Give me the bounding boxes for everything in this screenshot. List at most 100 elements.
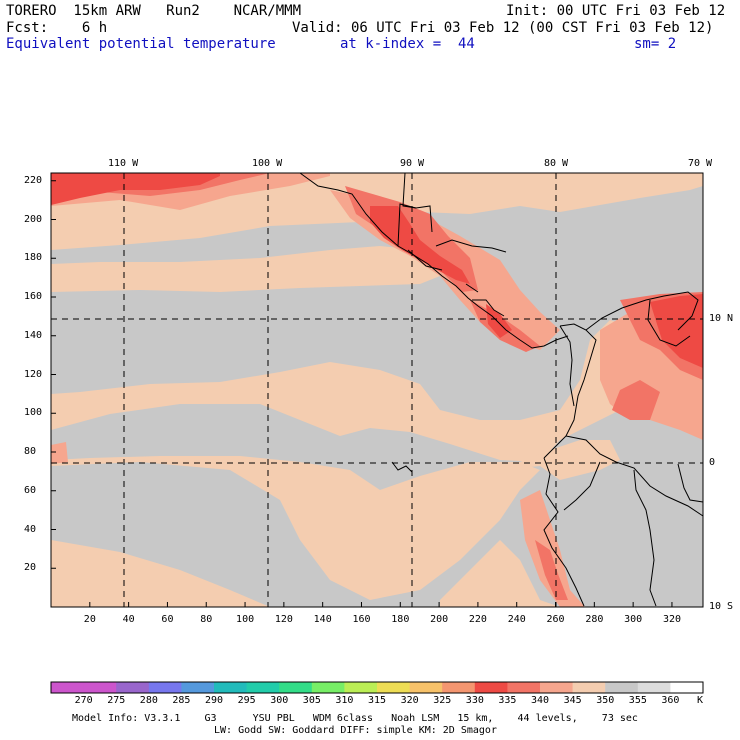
field-name: Equivalent potential temperature <box>6 36 276 52</box>
peru-335 <box>535 540 568 600</box>
west-edge-340 <box>51 442 68 464</box>
map-frame <box>50 172 704 608</box>
color-bar-label: 320 <box>400 695 419 706</box>
x-tick-label: 60 <box>161 614 174 625</box>
x-tick-label: 320 <box>662 614 681 625</box>
lat-lon-grid <box>51 173 703 607</box>
y-tick-label: 20 <box>24 562 37 574</box>
x-tick-label: 200 <box>430 614 449 625</box>
band-equator-345 <box>51 320 660 462</box>
coastlines <box>299 172 704 607</box>
color-bar-label: 335 <box>498 695 517 706</box>
y-tick-label: 180 <box>24 252 43 264</box>
color-bar-cell <box>377 682 411 693</box>
color-bar-label: 305 <box>302 695 321 706</box>
color-bar-label: 315 <box>368 695 387 706</box>
color-bar-label: 350 <box>596 695 615 706</box>
color-bar-cell <box>181 682 215 693</box>
color-bar-label: 310 <box>335 695 354 706</box>
model-title: TORERO 15km ARW Run2 NCAR/MMM <box>6 3 302 19</box>
valid-time: Valid: 06 UTC Fri 03 Feb 12 (00 CST Fri … <box>292 20 714 36</box>
axis-ticks <box>51 180 673 607</box>
init-time: Init: 00 UTC Fri 03 Feb 12 <box>506 3 726 19</box>
smoothing: sm= 2 <box>634 36 677 52</box>
lon-label-110w: 110 W <box>108 158 139 169</box>
color-bar-cell <box>51 682 85 693</box>
andes-345 <box>500 440 620 480</box>
y-tick-label: 40 <box>24 523 37 535</box>
venezuela-330 <box>650 294 703 368</box>
physics-info: LW: Godd SW: Goddard DIFF: simple KM: 2D… <box>214 725 497 736</box>
southwest-345 <box>51 540 270 607</box>
north-330 <box>51 173 220 205</box>
color-bar-cell <box>409 682 443 693</box>
lon-label-90w: 90 W <box>400 158 425 169</box>
color-bar-label: 300 <box>270 695 289 706</box>
lat-label-10n: 10 N <box>709 313 734 324</box>
color-bar-cells <box>51 682 704 693</box>
level-index: at k-index = 44 <box>340 36 475 52</box>
lat-label-10s: 10 S <box>709 601 734 612</box>
color-bar-cell <box>116 682 150 693</box>
color-bar-cell <box>311 682 345 693</box>
y-tick-label: 220 <box>24 174 43 186</box>
x-tick-label: 280 <box>585 614 604 625</box>
color-bar-cell <box>670 682 704 693</box>
guatemala-330 <box>370 206 470 284</box>
forecast-hour: Fcst: 6 h <box>6 20 108 36</box>
color-bar-label: 275 <box>107 695 126 706</box>
color-bar-cell <box>83 682 117 693</box>
color-bar-cell <box>507 682 541 693</box>
lon-label-100w: 100 W <box>252 158 283 169</box>
color-bar-label: 285 <box>172 695 191 706</box>
y-tick-label: 80 <box>24 446 37 457</box>
band-mid-345 <box>51 246 450 292</box>
color-bar-cell <box>474 682 508 693</box>
lon-label-70w: 70 W <box>688 158 713 169</box>
color-bar-cell <box>572 682 606 693</box>
color-bar-label: 290 <box>205 695 224 706</box>
color-bar-cell <box>540 682 574 693</box>
y-tick-label: 160 <box>24 291 43 302</box>
color-bar-cell <box>214 682 248 693</box>
color-bar-frame <box>50 681 704 694</box>
temperature-fields <box>51 173 703 607</box>
color-bar-cell <box>605 682 639 693</box>
y-tick-label: 140 <box>24 329 43 341</box>
color-bar-label: 345 <box>563 695 582 706</box>
x-tick-label: 220 <box>468 614 487 625</box>
color-bar-label: 340 <box>531 695 550 706</box>
southeast-345 <box>440 540 560 607</box>
x-tick-label: 120 <box>274 614 293 625</box>
x-tick-label: 300 <box>624 614 643 625</box>
x-tick-label: 140 <box>313 614 332 625</box>
x-tick-label: 40 <box>122 614 135 625</box>
color-bar-cell <box>148 682 182 693</box>
color-bar-cell <box>279 682 313 693</box>
x-tick-label: 100 <box>236 614 255 625</box>
x-tick-label: 160 <box>352 614 371 625</box>
color-bar-label: 280 <box>139 695 158 706</box>
x-tick-label: 180 <box>391 614 410 625</box>
x-tick-label: 20 <box>83 614 96 625</box>
color-bar-cell <box>637 682 671 693</box>
y-tick-label: 60 <box>24 484 37 496</box>
x-tick-label: 240 <box>507 614 526 625</box>
y-tick-label: 100 <box>24 407 43 419</box>
color-bar-label: 295 <box>237 695 256 706</box>
color-bar-cell <box>442 682 476 693</box>
color-bar-label: 325 <box>433 695 452 706</box>
y-tick-label: 200 <box>24 213 43 225</box>
lat-label-0: 0 <box>709 457 716 468</box>
color-bar-label: 330 <box>465 695 484 706</box>
y-tick-label: 120 <box>24 368 43 380</box>
x-tick-label: 260 <box>546 614 565 625</box>
color-bar-unit: K <box>697 695 704 706</box>
model-info: Model Info: V3.3.1 G3 YSU PBL WDM 6class… <box>72 713 638 724</box>
color-bar-label: 360 <box>661 695 680 706</box>
lon-label-80w: 80 W <box>544 158 569 169</box>
x-tick-label: 80 <box>200 614 213 625</box>
color-bar-cell <box>344 682 378 693</box>
